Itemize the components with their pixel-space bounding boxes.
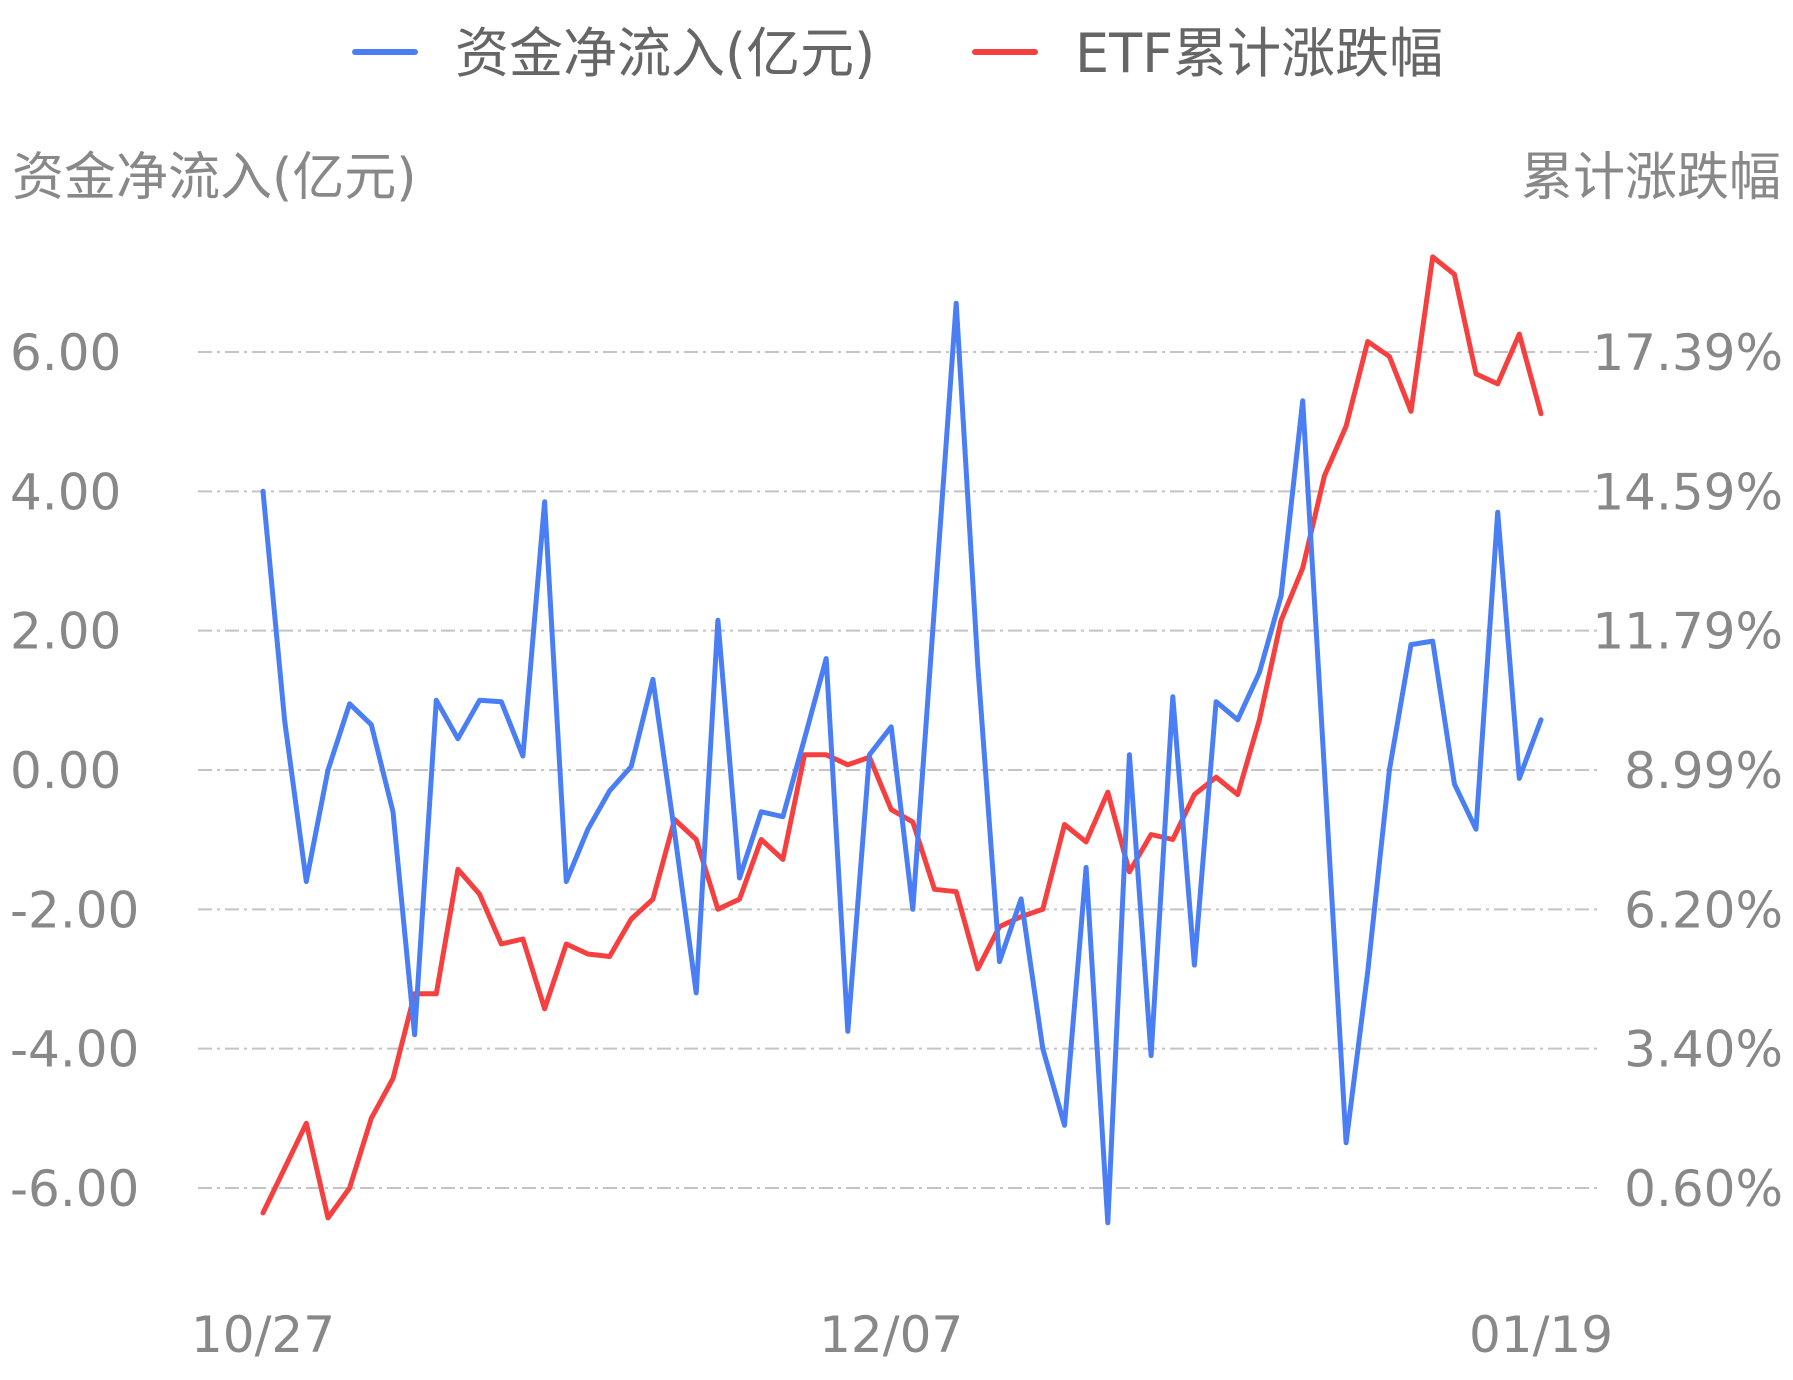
x-axis-ticks: 10/27 12/07 01/19 — [191, 1306, 1613, 1364]
right-tick-label: 11.79% — [1592, 603, 1783, 661]
legend-label-cumulative-change: ETF累计涨跌幅 — [1075, 22, 1443, 85]
series-line-net-inflow — [260, 300, 1544, 1226]
x-tick-label: 01/19 — [1469, 1306, 1613, 1364]
right-tick-label: 8.99% — [1624, 742, 1783, 800]
left-tick-label: -4.00 — [10, 1021, 139, 1079]
legend: 资金净流入(亿元) ETF累计涨跌幅 — [352, 22, 1443, 85]
right-tick-label: 3.40% — [1624, 1021, 1783, 1079]
left-tick-label: 4.00 — [10, 463, 121, 521]
left-axis-title: 资金净流入(亿元) — [12, 148, 417, 208]
right-axis-title: 累计涨跌幅 — [1521, 148, 1781, 208]
right-axis-ticks: 17.39% 14.59% 11.79% 8.99% 6.20% 3.40% 0.60% — [1592, 324, 1783, 1218]
right-tick-label: 6.20% — [1624, 881, 1783, 939]
right-tick-label: 0.60% — [1624, 1160, 1783, 1218]
x-tick-label: 12/07 — [819, 1306, 963, 1364]
left-tick-label: -2.00 — [10, 881, 139, 939]
left-tick-label: 6.00 — [10, 324, 121, 382]
legend-label-net-inflow: 资金净流入(亿元) — [455, 22, 875, 85]
legend-item-cumulative-change[interactable]: ETF累计涨跌幅 — [972, 22, 1443, 85]
left-axis-ticks: 6.00 4.00 2.00 0.00 -2.00 -4.00 -6.00 — [10, 324, 139, 1218]
right-tick-label: 17.39% — [1592, 324, 1783, 382]
right-tick-label: 14.59% — [1592, 463, 1783, 521]
left-tick-label: 0.00 — [10, 742, 121, 800]
x-tick-label: 10/27 — [191, 1306, 335, 1364]
legend-item-net-inflow[interactable]: 资金净流入(亿元) — [352, 22, 875, 85]
left-tick-label: 2.00 — [10, 603, 121, 661]
left-tick-label: -6.00 — [10, 1160, 139, 1218]
